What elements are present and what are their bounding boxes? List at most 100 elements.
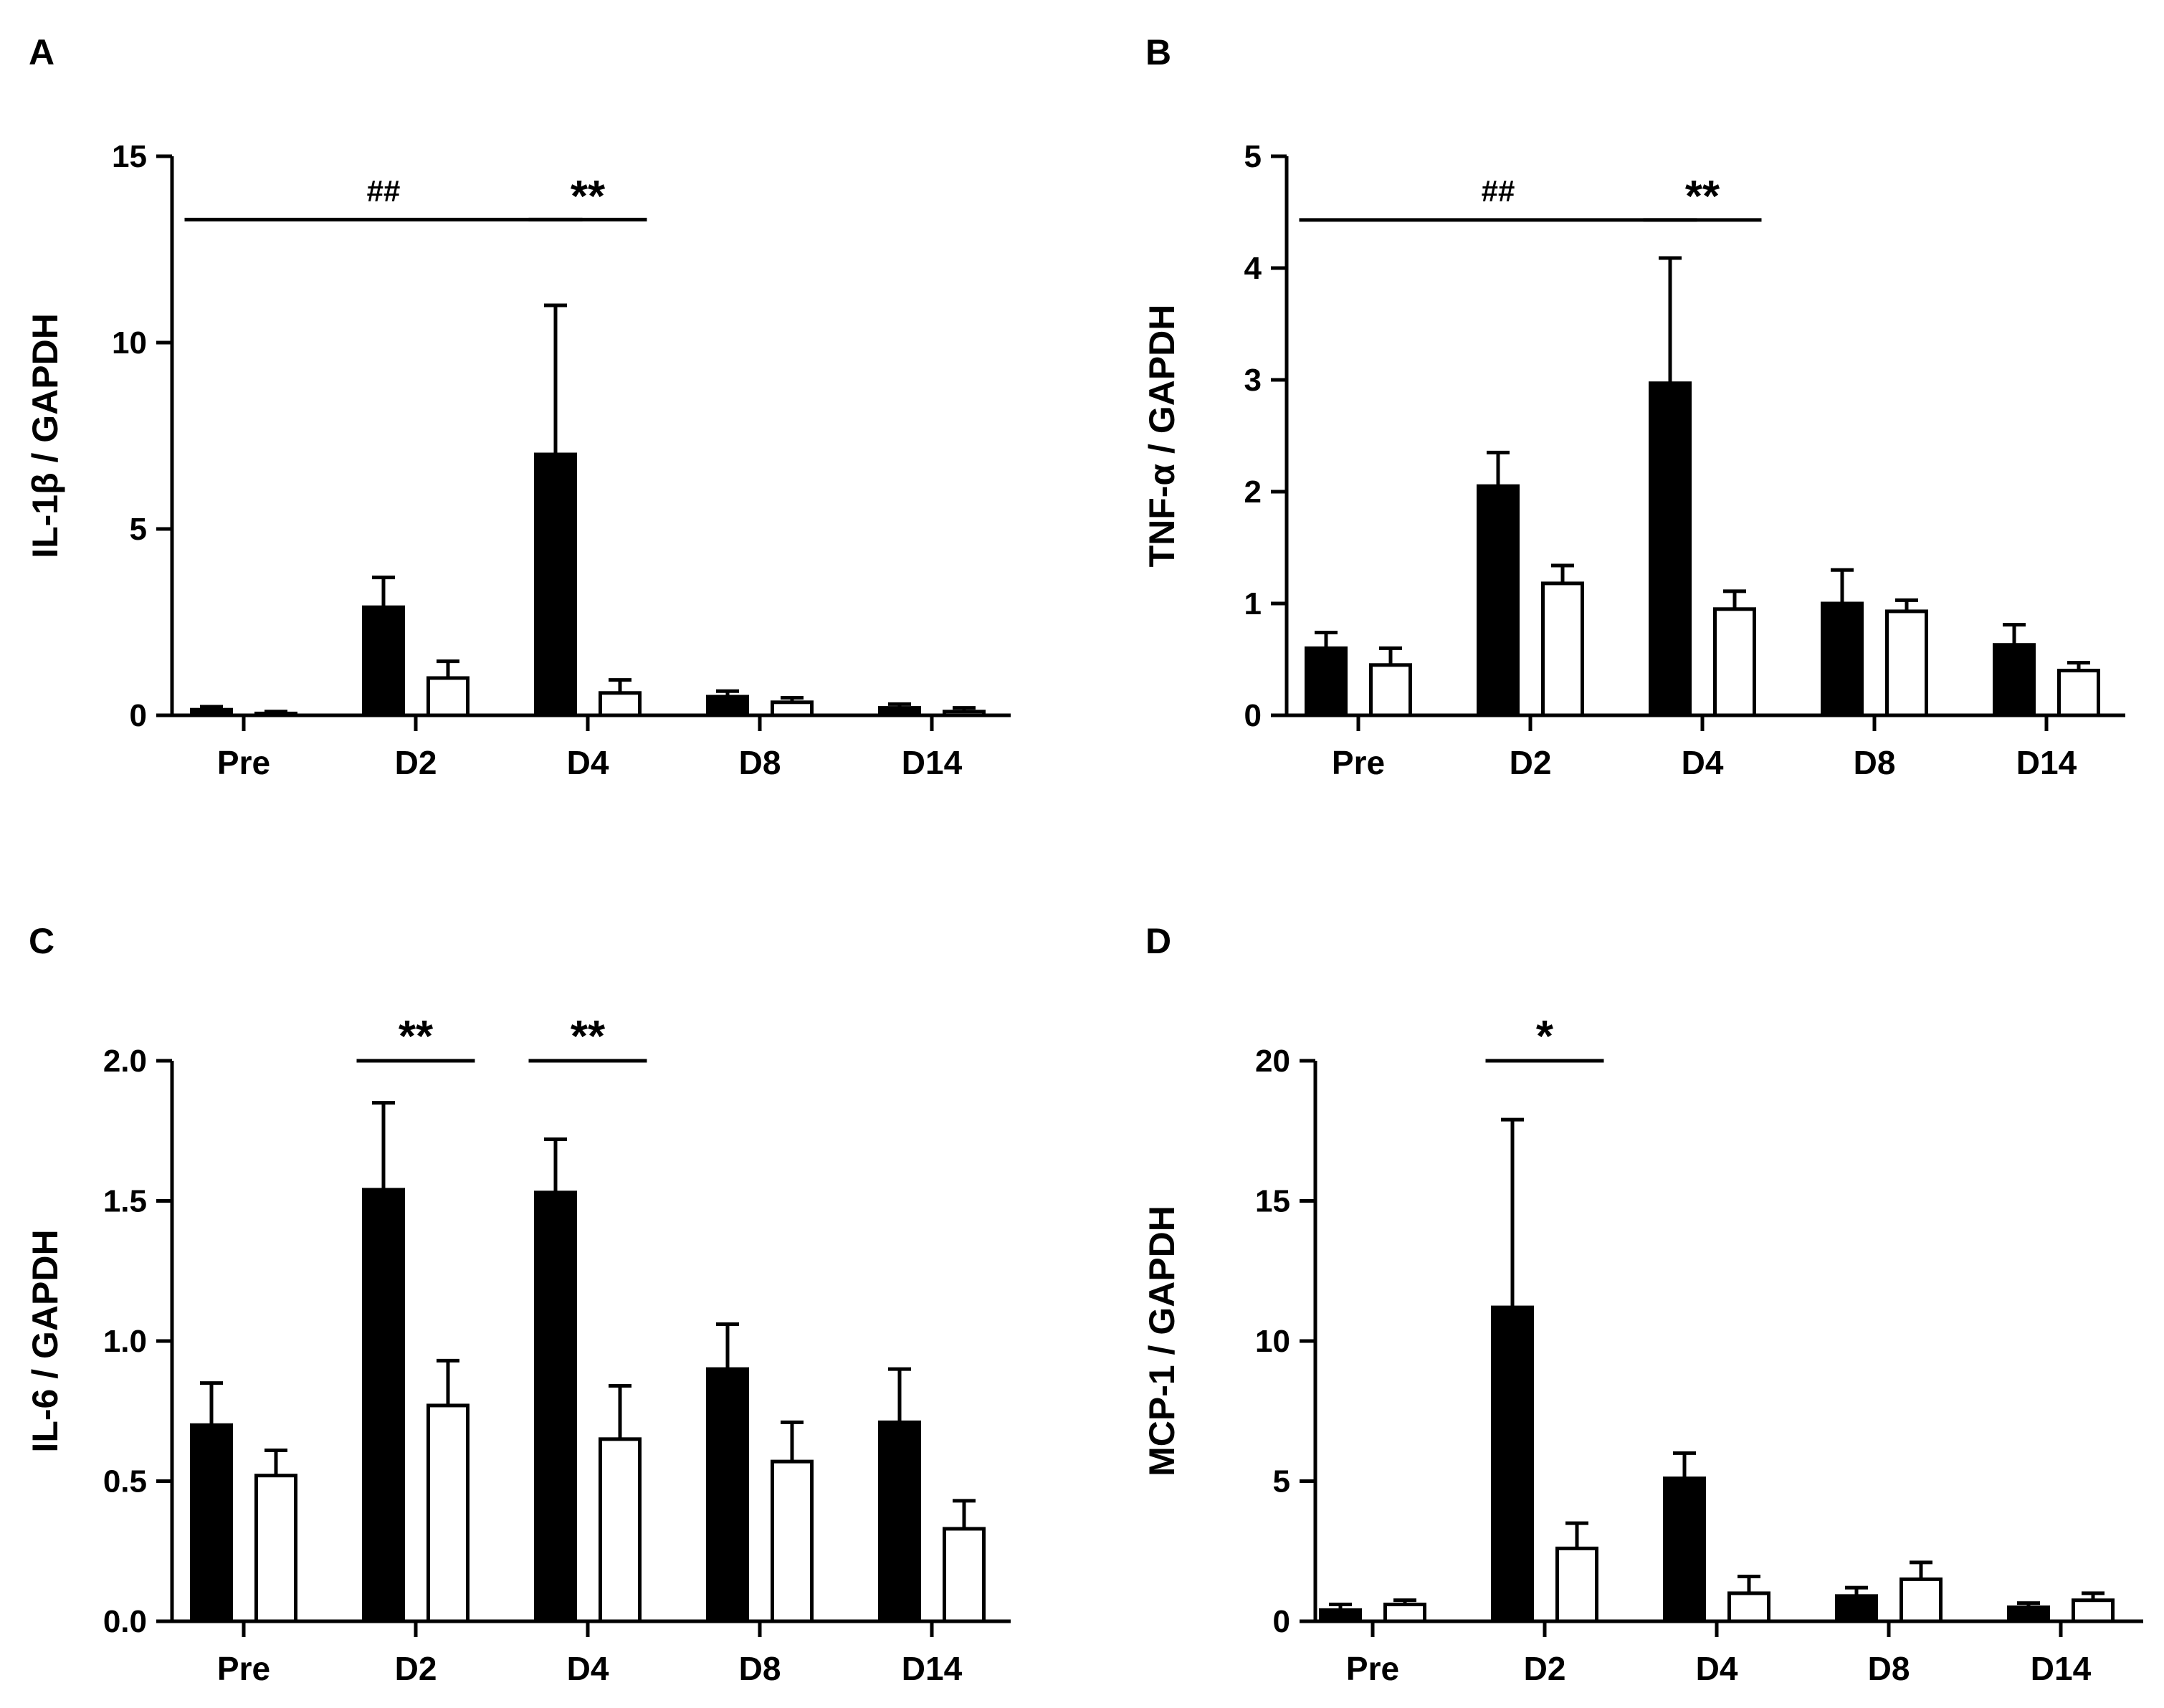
x-tick-label: Pre xyxy=(1346,1650,1399,1687)
significance-marker: ** xyxy=(571,172,606,221)
bar-filled xyxy=(1319,1608,1362,1623)
bar-filled xyxy=(706,1367,749,1623)
bar-filled xyxy=(1821,601,1864,717)
significance-marker: * xyxy=(1536,1012,1554,1061)
bar-open xyxy=(943,710,986,717)
panel-letter: B xyxy=(1145,32,1171,72)
significance-marker: ** xyxy=(571,1012,606,1061)
y-tick-label: 0 xyxy=(1244,698,1262,733)
bar-open xyxy=(1383,1603,1426,1623)
bar-filled xyxy=(1491,1305,1534,1623)
y-tick-label: 10 xyxy=(112,325,147,361)
bar-open xyxy=(771,1459,814,1623)
y-tick-label: 4 xyxy=(1244,251,1262,286)
bar-open xyxy=(254,711,297,717)
y-tick-label: 5 xyxy=(130,512,147,547)
y-tick-label: 1.5 xyxy=(103,1184,147,1219)
bar-open xyxy=(943,1527,986,1623)
panel-letter: C xyxy=(29,921,54,961)
bar-filled xyxy=(878,706,921,717)
significance-marker: ** xyxy=(1685,172,1720,221)
x-tick-label: D8 xyxy=(1868,1650,1910,1687)
bar-open xyxy=(254,1474,297,1623)
bar-filled xyxy=(1649,381,1692,717)
bar-filled xyxy=(190,707,233,717)
y-tick-label: 0 xyxy=(1273,1604,1290,1639)
y-tick-label: 5 xyxy=(1244,139,1262,174)
panel-d: D 0 5 10 15 20 MCP-1 / GAPDH Pre D2 D4 D8 D14 * xyxy=(1142,921,2143,1687)
bar-filled xyxy=(534,452,577,717)
bar-open xyxy=(426,676,469,717)
bar-filled xyxy=(706,695,749,717)
bar-filled xyxy=(534,1191,577,1623)
x-tick-label: D2 xyxy=(1524,1650,1566,1687)
panel-c: C 0.0 0.5 1.0 1.5 2.0 IL-6 / GAPDH Pre D2 D4 D8 D14… xyxy=(25,921,1011,1687)
bar-filled xyxy=(2007,1605,2050,1623)
bar-filled xyxy=(362,605,405,717)
y-tick-label: 20 xyxy=(1255,1044,1290,1079)
bar-open xyxy=(2072,1598,2115,1623)
x-tick-label: D4 xyxy=(567,744,609,781)
bar-open xyxy=(1369,663,1412,717)
x-tick-label: D8 xyxy=(739,744,781,781)
y-tick-label: 0.5 xyxy=(103,1464,147,1499)
x-tick-label: D14 xyxy=(902,1650,963,1687)
x-tick-label: D2 xyxy=(395,744,437,781)
y-tick-label: 2 xyxy=(1244,474,1262,510)
bar-open xyxy=(599,1437,642,1623)
bar-filled xyxy=(362,1188,405,1623)
bar-open xyxy=(1555,1546,1598,1623)
y-tick-label: 3 xyxy=(1244,363,1262,398)
bar-open xyxy=(1713,607,1756,717)
y-tick-label: 1 xyxy=(1244,586,1262,621)
panel-letter: D xyxy=(1145,921,1171,961)
x-tick-label: D8 xyxy=(1854,744,1896,781)
y-tick-label: 0 xyxy=(130,698,147,733)
x-tick-label: D2 xyxy=(395,1650,437,1687)
bar-open xyxy=(1541,581,1584,717)
y-axis-title: MCP-1 / GAPDH xyxy=(1142,1206,1182,1476)
y-tick-label: 2.0 xyxy=(103,1044,147,1079)
bar-open xyxy=(771,700,814,717)
significance-marker: ## xyxy=(367,174,401,208)
y-tick-label: 0.0 xyxy=(103,1604,147,1639)
significance-marker: ## xyxy=(1482,174,1515,208)
y-axis-title: TNF-α / GAPDH xyxy=(1142,305,1182,568)
bar-filled xyxy=(1477,484,1520,717)
y-tick-label: 1.0 xyxy=(103,1324,147,1359)
bar-filled xyxy=(1835,1594,1878,1623)
bar-filled xyxy=(190,1423,233,1623)
y-tick-label: 5 xyxy=(1273,1464,1290,1499)
bar-filled xyxy=(1993,643,2036,717)
bar-open xyxy=(599,691,642,717)
x-tick-label: Pre xyxy=(217,1650,270,1687)
bar-open xyxy=(2057,669,2100,717)
significance-marker: ** xyxy=(399,1012,434,1061)
x-tick-label: Pre xyxy=(1332,744,1385,781)
bar-open xyxy=(1885,609,1928,717)
y-tick-label: 15 xyxy=(1255,1184,1290,1219)
x-tick-label: D4 xyxy=(1682,744,1724,781)
bar-open xyxy=(1900,1577,1943,1623)
x-tick-label: D8 xyxy=(739,1650,781,1687)
panel-letter: A xyxy=(29,32,54,72)
x-tick-label: D14 xyxy=(2031,1650,2092,1687)
bar-filled xyxy=(1305,646,1348,717)
x-tick-label: Pre xyxy=(217,744,270,781)
panel-b: B 0 1 2 3 4 5 TNF-α / GAPDH Pre D2 D4 D8 D14 ## ** xyxy=(1142,32,2125,781)
y-tick-label: 10 xyxy=(1255,1324,1290,1359)
x-tick-label: D14 xyxy=(902,744,963,781)
x-tick-label: D2 xyxy=(1510,744,1552,781)
y-tick-label: 15 xyxy=(112,139,147,174)
bar-filled xyxy=(878,1420,921,1623)
x-tick-label: D14 xyxy=(2016,744,2077,781)
bar-filled xyxy=(1663,1476,1706,1623)
bar-open xyxy=(1727,1591,1770,1623)
panel-a: A 0 5 10 15 IL-1β / GAPDH Pre D2 D4 D8 D14 ## ** xyxy=(25,32,1011,781)
x-tick-label: D4 xyxy=(1696,1650,1738,1687)
bar-open xyxy=(426,1403,469,1623)
y-axis-title: IL-6 / GAPDH xyxy=(25,1229,65,1452)
y-axis-title: IL-1β / GAPDH xyxy=(25,313,65,558)
x-tick-label: D4 xyxy=(567,1650,609,1687)
